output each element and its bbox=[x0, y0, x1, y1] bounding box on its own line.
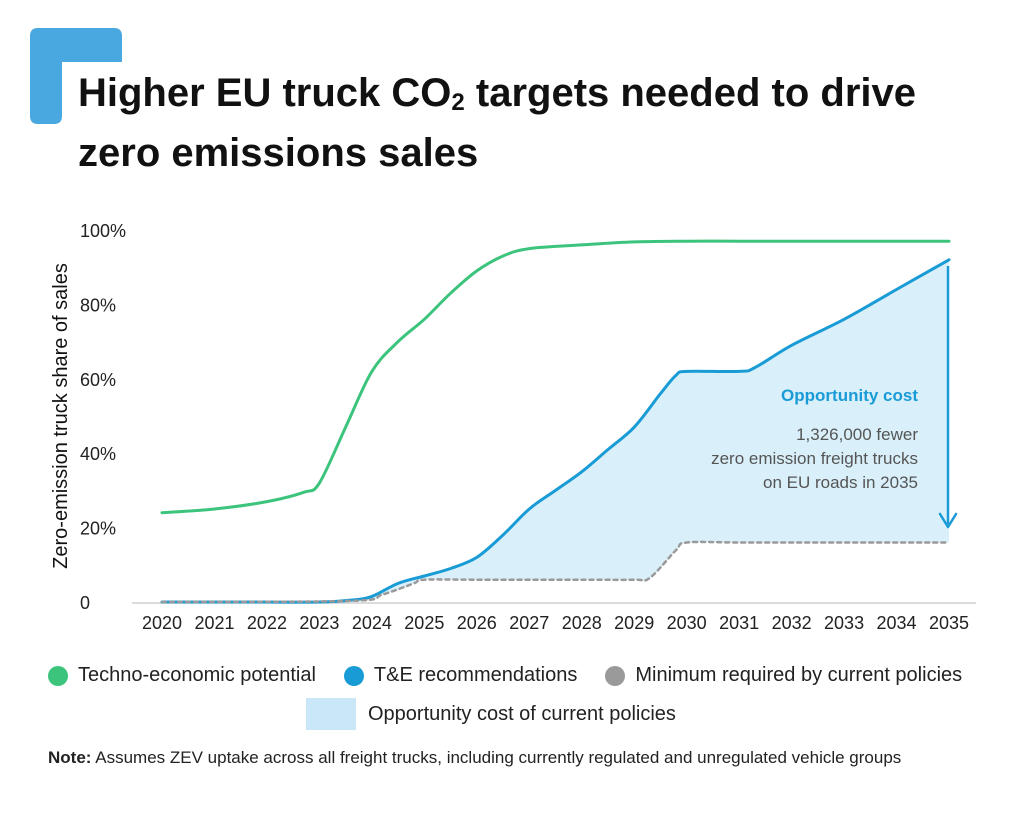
x-tick-label: 2025 bbox=[404, 613, 444, 633]
legend-area: Opportunity cost of current policies bbox=[306, 698, 676, 730]
y-tick-label: 0 bbox=[80, 593, 90, 613]
x-tick-label: 2034 bbox=[877, 613, 917, 633]
legend-label-policy: Minimum required by current policies bbox=[635, 664, 963, 686]
x-tick-label: 2023 bbox=[299, 613, 339, 633]
y-tick-label: 20% bbox=[80, 519, 116, 539]
annotation-heading: Opportunity cost bbox=[781, 386, 918, 405]
x-tick-label: 2027 bbox=[509, 613, 549, 633]
footnote-label: Note: bbox=[48, 748, 92, 767]
footnote: Note: Assumes ZEV uptake across all frei… bbox=[48, 748, 1008, 768]
x-tick-label: 2032 bbox=[772, 613, 812, 633]
footnote-text: Assumes ZEV uptake across all freight tr… bbox=[91, 748, 902, 767]
x-tick-label: 2028 bbox=[562, 613, 602, 633]
y-tick-label: 100% bbox=[80, 221, 126, 241]
series-line-techno bbox=[160, 239, 951, 515]
legend: Techno-economic potential T&E recommenda… bbox=[48, 664, 962, 687]
legend-label-opportunity: Opportunity cost of current policies bbox=[368, 702, 676, 725]
x-tick-label: 2026 bbox=[457, 613, 497, 633]
legend-dot-techno bbox=[48, 665, 68, 686]
series-line-policy bbox=[160, 540, 951, 604]
legend-item-techno: Techno-economic potential bbox=[48, 664, 316, 687]
legend-item-policy: Minimum required by current policies bbox=[605, 664, 962, 687]
x-tick-label: 2021 bbox=[194, 613, 234, 633]
x-tick-label: 2031 bbox=[719, 613, 759, 633]
x-tick-label: 2022 bbox=[247, 613, 287, 633]
x-tick-label: 2030 bbox=[667, 613, 707, 633]
x-tick-label: 2033 bbox=[824, 613, 864, 633]
legend-label-techno: Techno-economic potential bbox=[78, 664, 316, 686]
y-tick-label: 80% bbox=[80, 295, 116, 315]
legend-label-te: T&E recommendations bbox=[373, 664, 578, 686]
corner-accent-mark bbox=[30, 28, 122, 124]
x-tick-label: 2024 bbox=[352, 613, 392, 633]
chart-title: Higher EU truck CO2 targets needed to dr… bbox=[78, 71, 916, 175]
x-tick-label: 2029 bbox=[614, 613, 654, 633]
annotation-line: on EU roads in 2035 bbox=[763, 473, 918, 492]
legend-swatch-opportunity bbox=[306, 698, 356, 730]
annotation-line: zero emission freight trucks bbox=[711, 449, 918, 468]
y-tick-label: 60% bbox=[80, 370, 116, 390]
annotation-arrow-head bbox=[938, 512, 958, 529]
x-tick-label: 2035 bbox=[929, 613, 969, 633]
legend-dot-policy bbox=[605, 665, 626, 686]
opportunity-area bbox=[162, 259, 949, 603]
legend-dot-te bbox=[343, 665, 364, 686]
x-tick-label: 2020 bbox=[142, 613, 182, 633]
y-axis-label: Zero-emission truck share of sales bbox=[50, 263, 72, 569]
annotation-line: 1,326,000 fewer bbox=[796, 425, 918, 444]
legend-item-te: T&E recommendations bbox=[343, 664, 578, 687]
y-tick-label: 40% bbox=[80, 444, 116, 464]
